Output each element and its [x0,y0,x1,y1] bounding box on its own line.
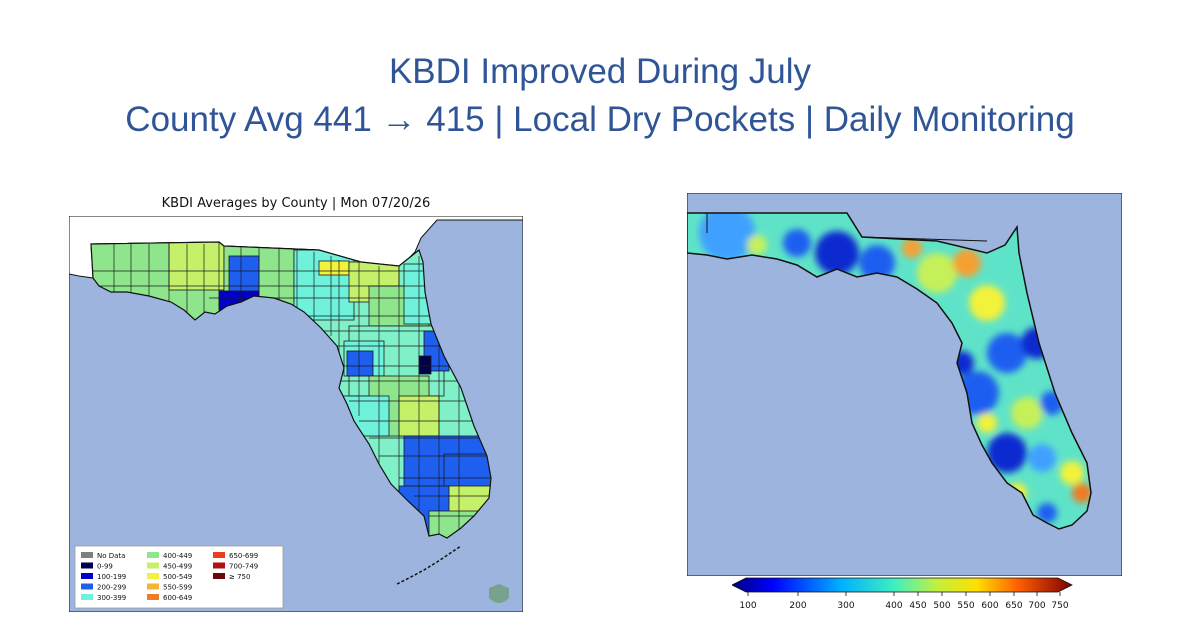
legend-label: No Data [97,552,125,560]
legend-label: 300-399 [97,594,126,602]
county-kbdi-map: No Data 0-99 100-199 200-299 300-399 400-449 4… [69,216,523,612]
kbdi-colorbar: 100 200 300 400 450 500 550 600 650 700 750 [732,577,1073,611]
colorbar-tick-label: 450 [909,601,926,611]
legend-label: 450-499 [163,563,192,571]
slide-title-line2: County Avg 441 → 415 | Local Dry Pockets… [125,100,1075,139]
legend-label: 400-449 [163,552,192,560]
kbdi-field [699,213,1091,523]
colorbar-tick-label: 600 [981,601,998,611]
gridded-kbdi-map [687,193,1122,576]
legend-label: ≥ 750 [229,573,250,581]
colorbar-tick-label: 550 [957,601,974,611]
county-borders [91,242,491,536]
colorbar-tick-label: 750 [1051,601,1068,611]
state-boundary-right [687,212,988,242]
legend-swatch [147,552,159,558]
slide-title-line1: KBDI Improved During July [388,52,812,91]
legend-label: 500-549 [163,573,192,581]
legend-swatch [147,573,159,579]
legend-swatch [81,562,93,569]
legend-label: 550-599 [163,584,192,592]
colorbar-tick-label: 200 [789,601,806,611]
colorbar-bar [732,577,1073,593]
colorbar-tick-label: 300 [837,601,854,611]
legend-swatch [213,562,225,569]
legend-label: 0-99 [97,563,113,571]
forestry-logo [489,584,509,603]
legend-swatch [147,583,159,590]
colorbar-tick-label: 100 [739,601,756,611]
legend-label: 100-199 [97,573,126,581]
legend-swatch [213,573,225,579]
legend-label: 600-649 [163,594,192,602]
legend-swatch [81,552,93,558]
legend-swatch [81,594,93,600]
colorbar-tick-label: 400 [885,601,902,611]
florida-outline-right [687,212,1092,530]
legend-swatch [81,583,93,590]
legend-label: 650-699 [229,552,258,560]
left-map-title: KBDI Averages by County | Mon 07/20/26 [161,196,431,211]
legend-swatch [213,552,225,558]
florida-keys [396,545,462,585]
legend-swatch [81,573,93,579]
county-legend: No Data 0-99 100-199 200-299 300-399 400-449 4… [74,545,284,609]
legend-swatch [147,562,159,569]
colorbar-tick-label: 650 [1005,601,1022,611]
legend-swatch [147,594,159,600]
legend-label: 200-299 [97,584,126,592]
legend-label: 700-749 [229,563,258,571]
colorbar-tick-label: 700 [1028,601,1045,611]
colorbar-tick-label: 500 [933,601,950,611]
